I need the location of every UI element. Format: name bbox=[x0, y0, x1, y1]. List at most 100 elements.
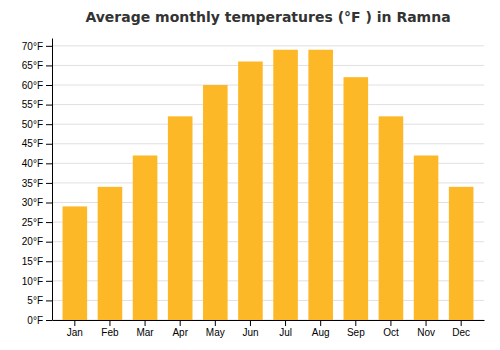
x-tick-label: Nov bbox=[417, 327, 435, 338]
x-tick-mark bbox=[109, 320, 110, 326]
grid-line bbox=[52, 85, 484, 86]
y-tick: 30°F bbox=[22, 197, 52, 208]
y-tick: 15°F bbox=[22, 256, 52, 267]
y-tick-label: 40°F bbox=[22, 158, 43, 169]
y-tick: 45°F bbox=[22, 138, 52, 149]
x-tick-label: Feb bbox=[101, 327, 119, 338]
y-tick-mark bbox=[46, 261, 52, 262]
y-tick-mark bbox=[46, 300, 52, 301]
y-tick-label: 65°F bbox=[22, 60, 43, 71]
x-tick-mark bbox=[250, 320, 251, 326]
y-axis-line bbox=[52, 39, 53, 321]
y-tick-label: 15°F bbox=[22, 256, 43, 267]
bars bbox=[63, 50, 474, 320]
x-tick-mark bbox=[355, 320, 356, 326]
y-tick: 35°F bbox=[22, 178, 52, 189]
y-tick: 5°F bbox=[27, 295, 52, 306]
x-axis: Jan Feb Mar Apr May Jun Jul Aug Sep Oct Nov Dec bbox=[53, 320, 485, 338]
y-tick-mark bbox=[46, 46, 52, 47]
bar bbox=[63, 206, 88, 320]
chart: 0°F 5°F 10°F 15°F 20°F 25°F 30°F 35°F 40°F 45°F 50… bbox=[0, 0, 500, 350]
x-tick-label: Jun bbox=[242, 327, 258, 338]
y-tick-label: 55°F bbox=[22, 99, 43, 110]
y-tick-label: 70°F bbox=[22, 41, 43, 52]
x-tick-label: May bbox=[206, 327, 225, 338]
y-tick-mark bbox=[46, 320, 52, 321]
x-tick: Oct bbox=[383, 320, 399, 338]
x-tick: Aug bbox=[312, 320, 330, 338]
y-tick-mark bbox=[46, 144, 52, 145]
x-tick: Sep bbox=[347, 320, 365, 338]
x-tick-label: Jan bbox=[67, 327, 83, 338]
y-tick: 20°F bbox=[22, 236, 52, 247]
y-tick-label: 45°F bbox=[22, 138, 43, 149]
bar bbox=[238, 62, 263, 321]
y-tick-label: 10°F bbox=[22, 276, 43, 287]
y-tick-label: 5°F bbox=[27, 295, 43, 306]
x-tick-label: Jul bbox=[279, 327, 292, 338]
y-tick-mark bbox=[46, 124, 52, 125]
x-tick-mark bbox=[180, 320, 181, 326]
y-tick: 65°F bbox=[22, 60, 52, 71]
title: Average monthly temperatures (°F ) in Ra… bbox=[85, 9, 450, 25]
grid-line bbox=[52, 143, 484, 144]
bar bbox=[168, 116, 193, 320]
y-tick: 70°F bbox=[22, 41, 52, 52]
x-tick-mark bbox=[426, 320, 427, 326]
y-tick: 0°F bbox=[27, 315, 52, 326]
y-tick-label: 0°F bbox=[27, 315, 43, 326]
x-tick-mark bbox=[145, 320, 146, 326]
y-tick-label: 50°F bbox=[22, 119, 43, 130]
y-tick-label: 30°F bbox=[22, 197, 43, 208]
y-tick-label: 20°F bbox=[22, 236, 43, 247]
y-tick-mark bbox=[46, 222, 52, 223]
y-tick: 10°F bbox=[22, 276, 52, 287]
bar bbox=[308, 50, 333, 320]
x-tick: Apr bbox=[172, 320, 188, 338]
x-tick-label: Dec bbox=[452, 327, 470, 338]
x-tick: Jan bbox=[67, 320, 83, 338]
x-tick-label: Oct bbox=[383, 327, 399, 338]
y-axis: 0°F 5°F 10°F 15°F 20°F 25°F 30°F 35°F 40°F 45°F 50… bbox=[22, 39, 53, 326]
y-tick: 50°F bbox=[22, 119, 52, 130]
y-tick: 55°F bbox=[22, 99, 52, 110]
y-tick-label: 60°F bbox=[22, 80, 43, 91]
y-tick: 40°F bbox=[22, 158, 52, 169]
y-tick-mark bbox=[46, 163, 52, 164]
y-tick: 60°F bbox=[22, 80, 52, 91]
grid-line bbox=[52, 65, 484, 66]
x-tick: Nov bbox=[417, 320, 435, 338]
y-tick-mark bbox=[46, 183, 52, 184]
x-tick-mark bbox=[390, 320, 391, 326]
x-tick-mark bbox=[74, 320, 75, 326]
x-tick-label: Mar bbox=[136, 327, 154, 338]
x-tick: May bbox=[206, 320, 225, 338]
x-tick: Dec bbox=[452, 320, 470, 338]
y-tick-mark bbox=[46, 281, 52, 282]
bar bbox=[133, 156, 158, 321]
x-tick: Jul bbox=[279, 320, 292, 338]
bar bbox=[449, 187, 474, 320]
grid-line bbox=[52, 124, 484, 125]
y-tick-label: 35°F bbox=[22, 178, 43, 189]
x-tick: Feb bbox=[101, 320, 119, 338]
grid bbox=[52, 46, 484, 320]
x-tick-mark bbox=[215, 320, 216, 326]
x-tick: Jun bbox=[242, 320, 258, 338]
y-tick-mark bbox=[46, 203, 52, 204]
bar bbox=[98, 187, 123, 320]
y-tick-label: 25°F bbox=[22, 217, 43, 228]
x-tick-label: Apr bbox=[172, 327, 188, 338]
y-tick-mark bbox=[46, 105, 52, 106]
x-tick: Mar bbox=[136, 320, 154, 338]
bar bbox=[414, 156, 439, 321]
y-tick: 25°F bbox=[22, 217, 52, 228]
grid-line bbox=[52, 45, 484, 46]
x-axis-line bbox=[53, 320, 485, 321]
y-tick-mark bbox=[46, 85, 52, 86]
grid-line bbox=[52, 104, 484, 105]
x-tick-mark bbox=[285, 320, 286, 326]
bar bbox=[379, 116, 404, 320]
bar bbox=[273, 50, 298, 320]
bar bbox=[344, 77, 369, 320]
